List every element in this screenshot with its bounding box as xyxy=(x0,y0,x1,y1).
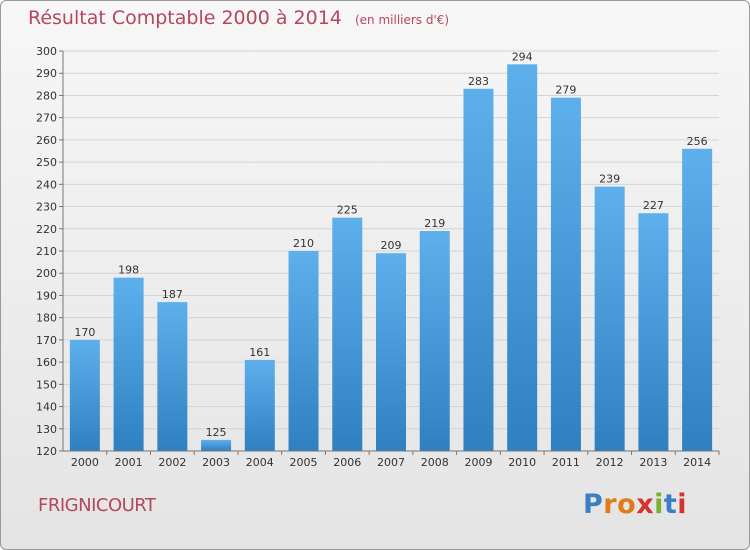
y-tick-label: 280 xyxy=(36,89,57,102)
value-label-2000: 170 xyxy=(74,326,95,339)
y-tick-label: 180 xyxy=(36,312,57,325)
value-label-2012: 239 xyxy=(599,173,620,186)
bar-2009 xyxy=(463,88,494,452)
logo-letter: i xyxy=(677,489,688,520)
x-tick-label-2000: 2000 xyxy=(71,456,99,469)
chart-title: Résultat Comptable 2000 à 2014 xyxy=(28,7,342,29)
x-tick-label-2008: 2008 xyxy=(421,456,449,469)
value-label-2006: 225 xyxy=(337,204,358,217)
logo-letter: t xyxy=(663,489,678,520)
logo-letter: o xyxy=(617,489,637,520)
bar-2004 xyxy=(244,359,275,451)
bar-2008 xyxy=(419,231,450,451)
value-label-2005: 210 xyxy=(293,237,314,250)
x-tick-label-2011: 2011 xyxy=(552,456,580,469)
y-tick-label: 120 xyxy=(36,445,57,458)
bar-2001 xyxy=(113,277,144,451)
x-tick-label-2003: 2003 xyxy=(202,456,230,469)
value-label-2008: 219 xyxy=(424,217,445,230)
y-tick-label: 170 xyxy=(36,334,57,347)
value-label-2009: 283 xyxy=(468,75,489,88)
bar-2011 xyxy=(550,97,581,452)
bar-2007 xyxy=(376,253,406,451)
bar-2006 xyxy=(332,217,363,451)
x-tick-label-2013: 2013 xyxy=(639,456,667,469)
x-tick-label-2009: 2009 xyxy=(464,456,492,469)
bar-2002 xyxy=(157,302,188,451)
x-tick-label-2012: 2012 xyxy=(596,456,624,469)
logo-letter: P xyxy=(583,489,604,520)
y-tick-label: 210 xyxy=(36,245,57,258)
y-tick-label: 140 xyxy=(36,401,57,414)
y-tick-label: 200 xyxy=(36,267,57,280)
x-tick-label-2006: 2006 xyxy=(333,456,361,469)
value-label-2003: 125 xyxy=(206,426,227,439)
bar-2010 xyxy=(507,64,538,452)
y-tick-label: 250 xyxy=(36,156,57,169)
x-axis: 2000 2001 2002 2003 2004 2005 2006 2007 2008 2009… xyxy=(63,450,720,469)
y-tick-label: 220 xyxy=(36,223,57,236)
y-tick-label: 130 xyxy=(36,423,57,436)
y-tick-label: 290 xyxy=(36,67,57,80)
bar-2005 xyxy=(288,251,319,451)
y-tick-label: 190 xyxy=(36,289,57,302)
value-label-2013: 227 xyxy=(643,199,664,212)
chart-subtitle: (en milliers d'€) xyxy=(354,13,450,27)
y-tick-label: 300 xyxy=(36,45,57,58)
bar-chart: 120 130 140 150 160 170 180 190 200 210 220 230 240 2… xyxy=(36,45,720,469)
y-tick-label: 150 xyxy=(36,378,57,391)
bars xyxy=(69,64,713,452)
chart-title-block: Résultat Comptable 2000 à 2014 (en milli… xyxy=(28,7,449,29)
bar-2013 xyxy=(638,213,669,451)
y-tick-label: 270 xyxy=(36,112,57,125)
value-label-2004: 161 xyxy=(249,346,270,359)
bar-2014 xyxy=(682,148,713,451)
logo-letter: r xyxy=(603,489,618,520)
x-tick-label-2005: 2005 xyxy=(290,456,318,469)
bar-2003 xyxy=(201,439,232,451)
value-label-2011: 279 xyxy=(555,84,576,97)
commune-name: FRIGNICOURT xyxy=(38,495,156,516)
value-label-2014: 256 xyxy=(687,135,708,148)
y-axis: 120 130 140 150 160 170 180 190 200 210 220 230 240 2… xyxy=(36,45,64,458)
y-tick-label: 230 xyxy=(36,201,57,214)
y-tick-label: 240 xyxy=(36,178,57,191)
logo-letter: i xyxy=(654,489,664,520)
value-labels: 170 198 187 125 161 210 225 209 219 283 294 279 239 2… xyxy=(74,50,707,439)
value-label-2007: 209 xyxy=(381,239,402,252)
x-tick-label-2002: 2002 xyxy=(158,456,186,469)
value-label-2001: 198 xyxy=(118,264,139,277)
x-tick-label-2004: 2004 xyxy=(246,456,274,469)
logo-letter: x xyxy=(636,489,655,520)
x-tick-label-2007: 2007 xyxy=(377,456,405,469)
proxiti-logo: Proxiti xyxy=(583,489,687,520)
x-tick-label-2014: 2014 xyxy=(683,456,711,469)
value-label-2010: 294 xyxy=(512,50,533,63)
y-tick-label: 260 xyxy=(36,134,57,147)
value-label-2002: 187 xyxy=(162,288,183,301)
x-tick-label-2001: 2001 xyxy=(115,456,143,469)
bar-2012 xyxy=(594,186,625,452)
bar-2000 xyxy=(69,339,100,451)
x-tick-label-2010: 2010 xyxy=(508,456,536,469)
y-tick-label: 160 xyxy=(36,356,57,369)
